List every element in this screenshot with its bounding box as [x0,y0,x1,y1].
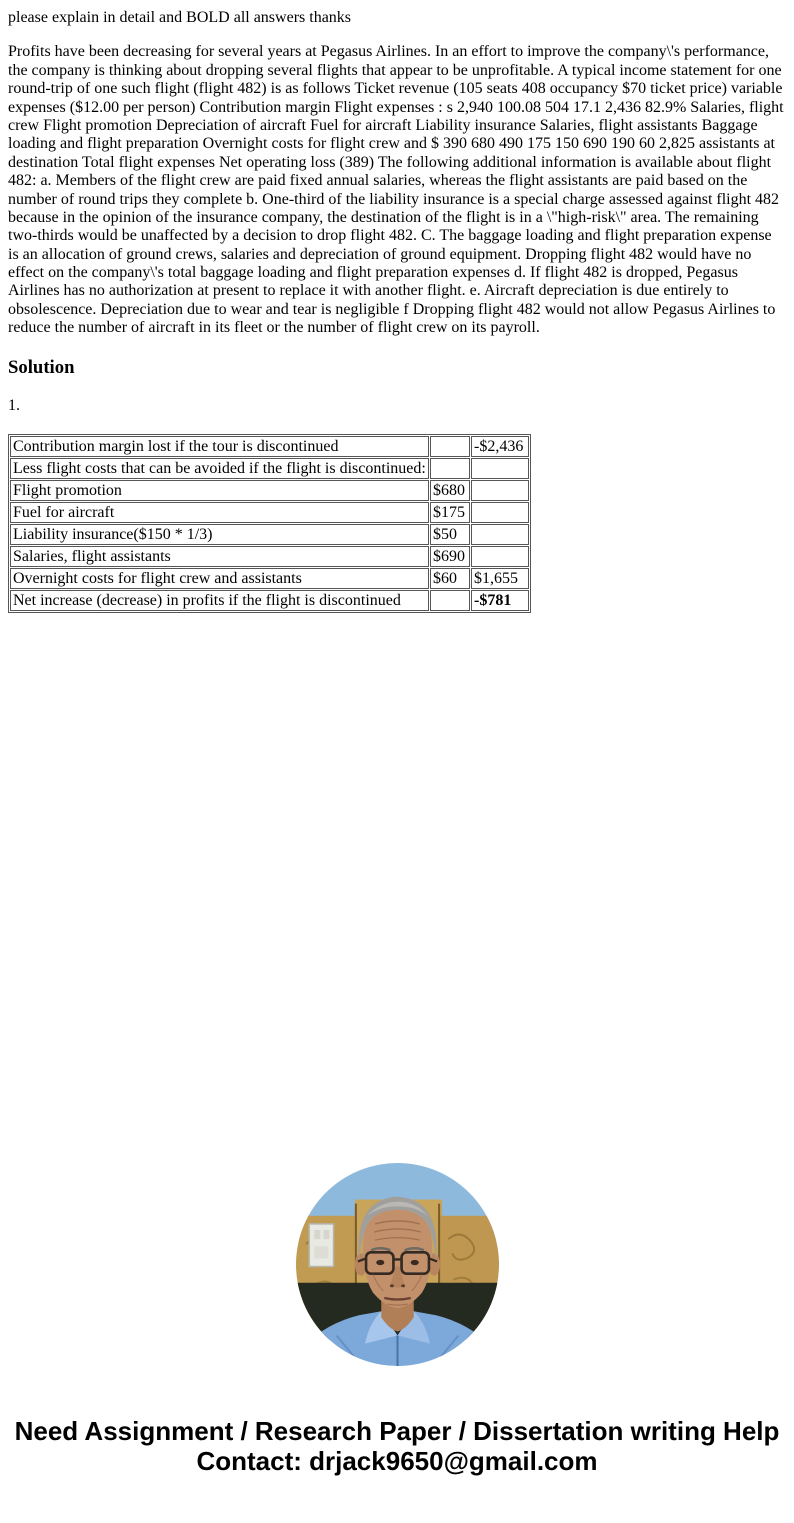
table-row: Overnight costs for flight crew and assi… [10,567,529,589]
row-total [471,479,529,501]
row-label: Overnight costs for flight crew and assi… [10,567,429,589]
row-total: $1,655 [471,567,529,589]
instruction-note: please explain in detail and BOLD all an… [8,9,352,26]
row-amount [430,435,470,457]
table-row: Fuel for aircraft $175 [10,501,529,523]
row-amount: $690 [430,545,470,567]
row-total-net: -$781 [471,589,529,611]
row-label: Less flight costs that can be avoided if… [10,457,429,479]
row-total [471,545,529,567]
tutor-portrait-photo [295,1162,499,1366]
row-amount: $175 [430,501,470,523]
row-amount [430,589,470,611]
row-label: Flight promotion [10,479,429,501]
table-row: Contribution margin lost if the tour is … [10,435,529,457]
row-label: Salaries, flight assistants [10,545,429,567]
row-amount: $50 [430,523,470,545]
row-label: Fuel for aircraft [10,501,429,523]
row-total [471,501,529,523]
table-row: Flight promotion $680 [10,479,529,501]
footer-help-text: Need Assignment / Research Paper / Disse… [14,1415,780,1446]
row-label: Net increase (decrease) in profits if th… [10,589,429,611]
table-row: Liability insurance($150 * 1/3) $50 [10,523,529,545]
table-row: Salaries, flight assistants $690 [10,545,529,567]
tutor-portrait-illustration [295,1162,499,1366]
solution-item-number: 1. [8,397,20,415]
table-row: Less flight costs that can be avoided if… [10,457,529,479]
solution-heading: Solution [8,356,75,378]
row-total: -$2,436 [471,435,529,457]
footer-contact-email: Contact: drjack9650@gmail.com [196,1445,598,1476]
row-amount [430,457,470,479]
row-label: Liability insurance($150 * 1/3) [10,523,429,545]
row-total [471,523,529,545]
row-total [471,457,529,479]
row-amount: $60 [430,567,470,589]
problem-paragraph: Profits have been decreasing for several… [8,43,784,337]
row-label: Contribution margin lost if the tour is … [10,435,429,457]
footer-banner: Need Assignment / Research Paper / Disse… [8,1416,786,1476]
table-row: Net increase (decrease) in profits if th… [10,589,529,611]
solution-table: Contribution margin lost if the tour is … [8,433,531,613]
row-amount: $680 [430,479,470,501]
